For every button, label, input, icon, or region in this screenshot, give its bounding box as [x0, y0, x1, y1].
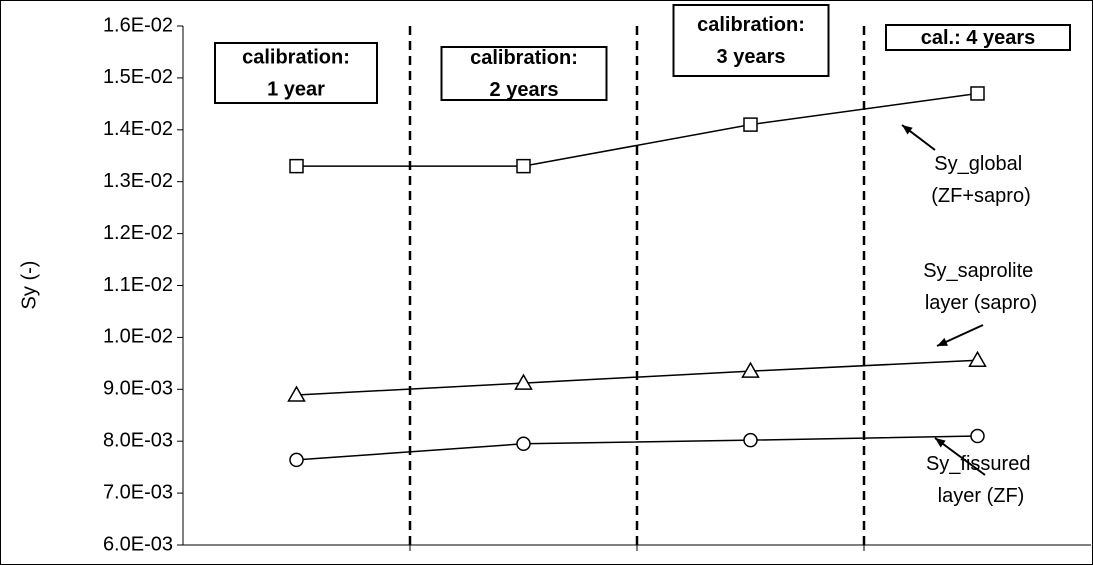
y-tick-label: 1.6E-02	[103, 14, 173, 36]
series-line	[296, 359, 978, 396]
arrow-line	[934, 437, 986, 476]
series-label-line: Sy_global	[934, 153, 1027, 175]
marker	[743, 117, 758, 132]
marker	[743, 432, 758, 448]
series-label: Sy_global (ZF+sapro)	[931, 153, 1030, 207]
marker	[741, 361, 760, 378]
annotation-text: calibration:	[242, 46, 350, 68]
marker	[289, 452, 304, 468]
annotation-box	[440, 46, 608, 101]
marker	[970, 428, 985, 444]
series-line	[296, 435, 978, 461]
y-axis-label: Sy (-)	[18, 261, 40, 310]
y-tick-label: 1.4E-02	[103, 118, 173, 140]
annotation-box	[885, 24, 1071, 51]
y-tick-label: 9.0E-03	[103, 378, 173, 400]
annotation-text: cal.: 4 years	[921, 27, 1036, 49]
series-label: Sy_saprolite layer (sapro)	[923, 260, 1039, 314]
y-tick-label: 1.5E-02	[103, 66, 173, 88]
annotation-box	[214, 42, 378, 104]
annotation-box	[672, 4, 830, 77]
series-label-line: layer (ZF)	[938, 485, 1025, 507]
y-tick-label: 1.3E-02	[103, 170, 173, 192]
annotation-text: 1 year	[267, 78, 325, 100]
y-tick-label: 7.0E-03	[103, 481, 173, 503]
series-label: Sy_fissured layer (ZF)	[926, 453, 1036, 507]
marker	[516, 158, 531, 174]
marker	[516, 436, 531, 452]
arrow-head	[902, 125, 913, 135]
series-label-line: Sy_saprolite	[923, 260, 1039, 282]
series-line	[296, 92, 978, 167]
y-tick-label: 6.0E-03	[103, 533, 173, 555]
series-label-line: Sy_fissured	[926, 453, 1036, 475]
y-tick-label: 1.1E-02	[103, 274, 173, 296]
marker	[289, 158, 304, 174]
marker	[514, 373, 533, 390]
marker	[968, 350, 987, 367]
series-label-line: (ZF+sapro)	[931, 185, 1030, 207]
y-tick-label: 1.2E-02	[103, 222, 173, 244]
annotation-text: calibration:	[470, 47, 578, 69]
marker	[287, 385, 306, 402]
annotation-text: calibration:	[697, 14, 805, 36]
marker	[970, 86, 985, 101]
arrow-head	[937, 337, 948, 346]
y-tick-label: 8.0E-03	[103, 429, 173, 451]
y-tick-label: 1.0E-02	[103, 326, 173, 348]
annotation-text: 2 years	[490, 79, 559, 101]
annotation-text: 3 years	[717, 46, 786, 68]
arrow-head	[935, 438, 946, 448]
series-label-line: layer (sapro)	[925, 292, 1037, 314]
